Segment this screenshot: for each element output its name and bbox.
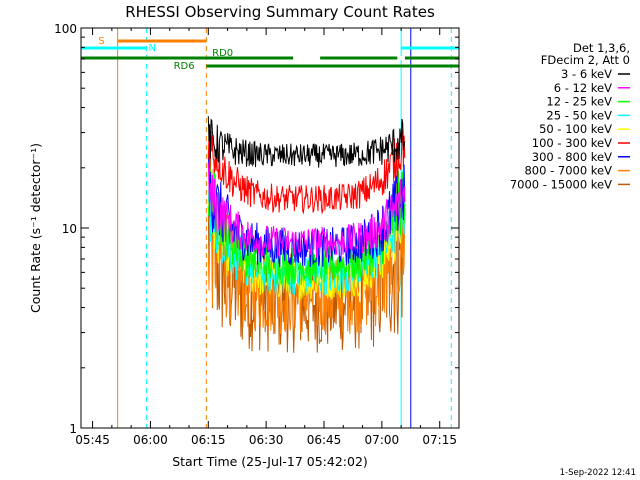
x-axis: 05:45 06:00 06:15 06:30 06:45 07:00 07:15: [75, 28, 460, 447]
legend-label-0: 3 - 6 keV: [561, 67, 612, 81]
legend-label-2: 12 - 25 keV: [546, 95, 612, 109]
series-line-1: [207, 162, 406, 259]
legend-label-4: 50 - 100 keV: [539, 122, 612, 136]
legend-header-1: FDecim 2, Att 0: [541, 53, 630, 67]
legend-label-8: 7000 - 15000 keV: [510, 177, 612, 191]
x-tick-label-1: 06:00: [133, 433, 168, 447]
legend-label-7: 800 - 7000 keV: [524, 164, 612, 178]
render-timestamp: 1-Sep-2022 12:41: [560, 468, 636, 478]
series-line-5: [207, 128, 406, 215]
x-tick-label-0: 05:45: [75, 433, 110, 447]
legend-header-0: Det 1,3,6,: [573, 41, 630, 55]
legend-label-3: 25 - 50 keV: [546, 108, 612, 122]
band-label-rd0: RD0: [212, 48, 233, 59]
x-tick-label-6: 07:15: [422, 433, 457, 447]
band-label-s: S: [98, 36, 104, 47]
x-tick-label-3: 06:30: [249, 433, 284, 447]
chart-title: RHESSI Observing Summary Count Rates: [125, 3, 435, 21]
x-tick-label-2: 06:15: [191, 433, 226, 447]
x-tick-label-4: 06:45: [307, 433, 342, 447]
band-label-n: N: [149, 43, 156, 54]
y-tick-label-2: 100: [54, 22, 77, 36]
legend-label-5: 100 - 300 keV: [532, 136, 612, 150]
x-axis-label: Start Time (25-Jul-17 05:42:02): [172, 454, 368, 469]
band-label-rd6: RD6: [174, 61, 195, 72]
y-tick-label-0: 1: [69, 422, 77, 436]
series-line-6: [207, 151, 406, 268]
series-line-0: [207, 116, 406, 168]
y-tick-label-1: 10: [62, 222, 77, 236]
legend-label-1: 6 - 12 keV: [554, 81, 612, 95]
y-axis: 1 10 100: [54, 22, 459, 436]
y-axis-label: Count Rate (s⁻¹ detector⁻¹): [28, 143, 43, 313]
x-tick-label-5: 07:00: [365, 433, 400, 447]
legend-label-6: 300 - 800 keV: [532, 150, 612, 164]
